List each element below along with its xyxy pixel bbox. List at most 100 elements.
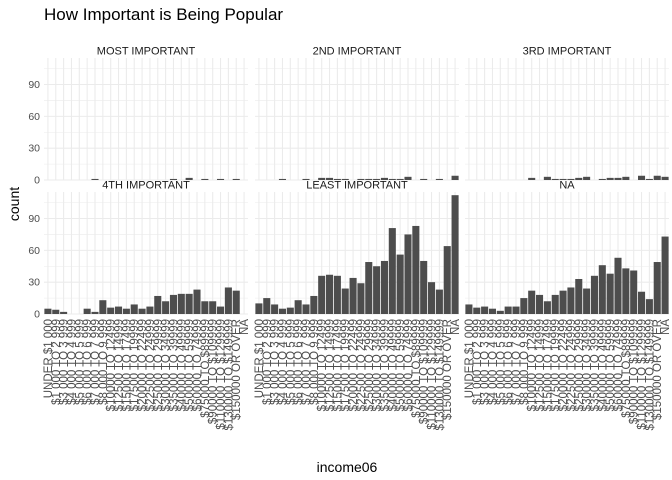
facet-label: 3RD IMPORTANT xyxy=(523,46,612,58)
bar-2nd-important-18 xyxy=(396,178,404,180)
x-tick-label: $75000 TO $89999 xyxy=(200,319,212,418)
x-tick-label: $8 000 TO 9 999 xyxy=(98,319,110,405)
y-tick-label: 0 xyxy=(34,175,40,187)
bar-na-2 xyxy=(481,306,489,314)
bar-4th-important-17 xyxy=(177,293,185,314)
bar-4th-important-6 xyxy=(91,311,99,314)
bar-4th-important-9 xyxy=(115,306,123,314)
x-tick-label: $150000 OR OVER xyxy=(442,319,454,420)
y-tick-label: 90 xyxy=(28,79,40,91)
bar-2nd-important-11 xyxy=(341,178,349,180)
bar-4th-important-10 xyxy=(122,308,130,314)
bar-na-24 xyxy=(653,262,661,314)
x-tick-label: $15000 TO 17499 xyxy=(332,319,344,411)
facet-label: 2ND IMPORTANT xyxy=(313,46,402,58)
x-tick-label: $17500 TO 19999 xyxy=(340,319,352,411)
x-tick-label: $12500 TO 14999 xyxy=(325,319,337,411)
bar-least-important-11 xyxy=(341,288,349,314)
x-tick-label: $50000 TO 59999 xyxy=(605,319,617,411)
x-tick-label: $5 000 TO 5 999 xyxy=(495,319,507,405)
bar-least-important-0 xyxy=(255,303,263,314)
bar-na-4 xyxy=(496,310,504,314)
x-tick-label: $15000 TO 17499 xyxy=(121,319,133,411)
bar-least-important-7 xyxy=(310,295,318,314)
x-tick-label: $150000 OR OVER xyxy=(231,319,243,420)
bar-4th-important-0 xyxy=(44,308,52,314)
bar-3rd-important-10 xyxy=(543,176,551,180)
bar-4th-important-19 xyxy=(193,289,201,314)
bar-least-important-3 xyxy=(278,308,286,314)
x-tick-label: $35000 TO 39999 xyxy=(589,319,601,411)
x-tick-label: $25000 TO 29999 xyxy=(153,319,165,411)
x-tick-label: $5 000 TO 5 999 xyxy=(74,319,86,405)
bar-4th-important-20 xyxy=(201,301,209,314)
bar-least-important-4 xyxy=(286,307,294,314)
bar-least-important-5 xyxy=(294,300,302,314)
x-tick-label: $75000 TO $89999 xyxy=(621,319,633,418)
x-tick-label: $50000 TO 59999 xyxy=(184,319,196,411)
bar-2nd-important-25 xyxy=(451,175,459,180)
bar-4th-important-21 xyxy=(209,301,217,314)
bar-most-important-6 xyxy=(91,178,99,180)
x-tick-label: $5 000 TO 5 999 xyxy=(285,319,297,405)
bar-most-important-20 xyxy=(201,178,209,180)
bar-na-23 xyxy=(645,299,653,314)
x-tick-label: $15000 TO 17499 xyxy=(542,319,554,411)
x-tick-label: $110000 TO $129999 xyxy=(637,319,649,430)
x-tick-label: $4 000 TO 4 999 xyxy=(277,319,289,405)
x-tick-label: $40000 TO 49999 xyxy=(176,319,188,411)
bar-na-21 xyxy=(630,270,638,314)
bar-2nd-important-14 xyxy=(365,178,373,180)
bar-least-important-1 xyxy=(263,298,271,314)
facet-label: MOST IMPORTANT xyxy=(97,46,196,58)
x-tick-label: UNDER $1 000 xyxy=(43,319,55,398)
bar-3rd-important-25 xyxy=(661,176,669,180)
x-tick-label: $150000 OR OVER xyxy=(652,319,664,420)
bar-na-15 xyxy=(583,288,591,314)
x-tick-label: NA xyxy=(660,319,672,335)
bar-na-6 xyxy=(512,306,520,314)
bar-least-important-22 xyxy=(428,282,436,314)
x-tick-label: $3 000 TO 3 999 xyxy=(270,319,282,405)
bar-least-important-15 xyxy=(373,266,381,314)
bar-2nd-important-15 xyxy=(373,178,381,180)
bar-2nd-important-6 xyxy=(302,178,310,180)
bar-most-important-16 xyxy=(169,178,177,180)
bar-2nd-important-9 xyxy=(326,177,334,180)
bar-3rd-important-12 xyxy=(559,178,567,180)
bar-3rd-important-14 xyxy=(575,177,583,180)
bar-4th-important-7 xyxy=(99,300,107,314)
x-tick-label: $6 000 TO 6 999 xyxy=(293,319,305,405)
x-tick-label: $7 000 TO 7 999 xyxy=(90,319,102,405)
bar-na-19 xyxy=(614,257,622,314)
y-tick-label: 90 xyxy=(28,213,40,225)
bar-na-16 xyxy=(590,275,598,314)
x-tick-label: $3 000 TO 3 999 xyxy=(59,319,71,405)
facet-label: LEAST IMPORTANT xyxy=(306,180,408,192)
bar-na-25 xyxy=(661,236,669,314)
x-tick-label: $12500 TO 14999 xyxy=(114,319,126,411)
x-tick-label: $7 000 TO 7 999 xyxy=(511,319,523,405)
x-tick-label: $10000 TO 12499 xyxy=(527,319,539,411)
x-tick-label: UNDER $1 000 xyxy=(254,319,266,398)
bar-4th-important-8 xyxy=(107,307,115,314)
bar-4th-important-23 xyxy=(224,287,232,314)
chart-title: How Important is Being Popular xyxy=(44,5,283,24)
facet-panels: MOST IMPORTANT 0 30 60 90 2ND IMPORTANT 3RD IM… xyxy=(28,46,672,431)
bar-4th-important-15 xyxy=(162,301,170,314)
x-tick-label: $10000 TO 12499 xyxy=(317,319,329,411)
bar-most-important-24 xyxy=(232,178,240,180)
x-tick-label: $130000 TO $149999 xyxy=(223,319,235,431)
bar-most-important-18 xyxy=(185,177,193,180)
x-tick-label: $25000 TO 29999 xyxy=(574,319,586,411)
x-tick-label: $8 000 TO 9 999 xyxy=(519,319,531,405)
bar-3rd-important-23 xyxy=(645,178,653,180)
y-tick-label: 30 xyxy=(28,143,40,155)
bar-na-7 xyxy=(520,298,528,314)
y-tick-label: 60 xyxy=(28,245,40,257)
facet-na: NA UNDER $1 000$1 000 TO 2 999$3 000 TO 3… xyxy=(464,180,672,431)
x-tick-label: $40000 TO 49999 xyxy=(387,319,399,411)
x-tick-label: $60000 TO 74999 xyxy=(192,319,204,411)
x-tick-label: $110000 TO $129999 xyxy=(216,319,228,430)
x-tick-label: NA xyxy=(239,319,251,335)
